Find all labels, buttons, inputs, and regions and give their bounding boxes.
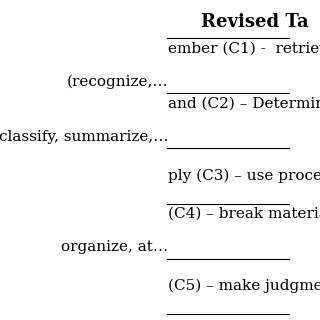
Text: ember (C1) -  retrieve relevant k…: ember (C1) - retrieve relevant k… [168,42,320,56]
Text: (recognize,…: (recognize,… [67,74,168,89]
Text: Revised Ta: Revised Ta [202,13,309,31]
Text: (C4) – break material into parts a…: (C4) – break material into parts a… [168,207,320,221]
Text: organize, at…: organize, at… [61,240,168,254]
Text: ply (C3) – use procedure in a give…: ply (C3) – use procedure in a give… [168,169,320,183]
Text: and (C2) – Determine the meanin…: and (C2) – Determine the meanin… [168,97,320,111]
Text: classify, summarize,…: classify, summarize,… [0,130,168,144]
Text: (C5) – make judgments based on…: (C5) – make judgments based on… [168,279,320,293]
